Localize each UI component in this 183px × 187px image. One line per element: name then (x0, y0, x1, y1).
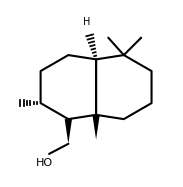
Polygon shape (92, 115, 100, 140)
Polygon shape (65, 119, 72, 144)
Text: HO: HO (36, 158, 53, 168)
Text: H: H (83, 17, 91, 27)
